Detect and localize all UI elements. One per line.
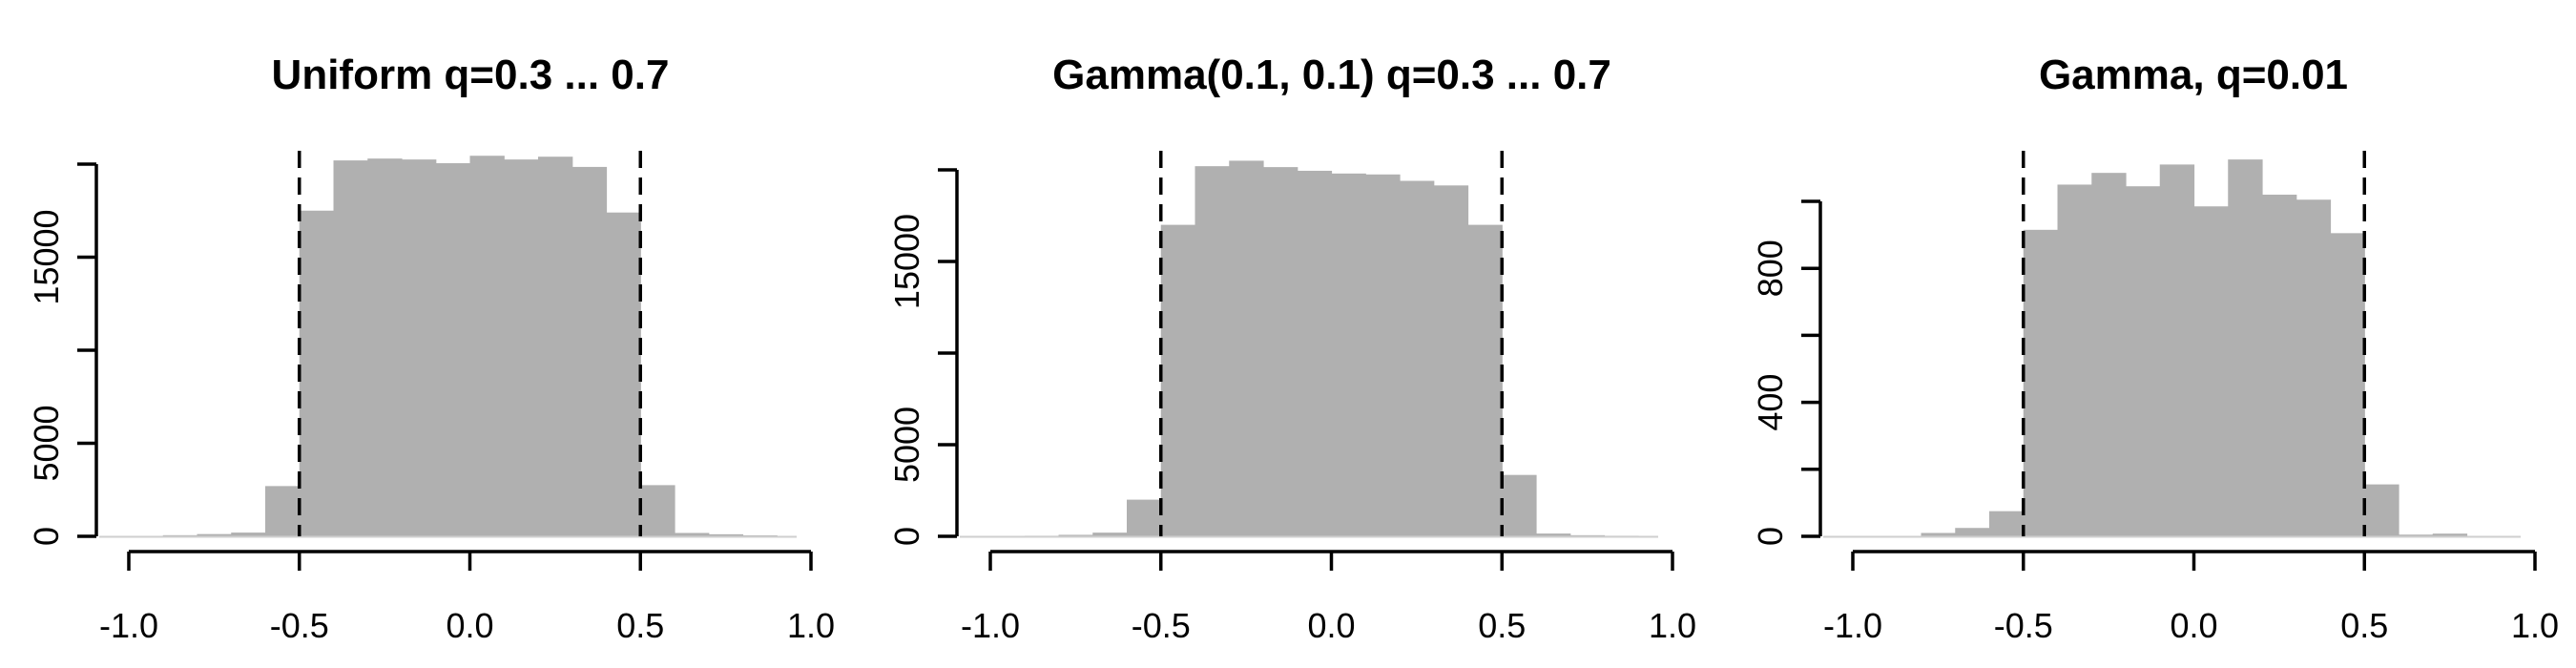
histogram-bar — [2091, 173, 2127, 537]
histogram-bar — [1331, 173, 1366, 536]
x-tick-label: 0.0 — [446, 606, 493, 645]
histogram-bar — [1263, 167, 1298, 536]
histogram-bar — [1502, 474, 1537, 536]
x-tick-label: 0.0 — [2170, 606, 2217, 645]
chart-title: Gamma, q=0.01 — [2039, 52, 2348, 98]
histogram-bar — [2023, 229, 2059, 536]
x-tick-label: 1.0 — [2511, 606, 2559, 645]
histogram-bar — [571, 166, 608, 537]
y-tick-label: 0 — [887, 527, 926, 546]
histogram-bar — [504, 159, 539, 537]
histogram-bar — [2126, 186, 2161, 536]
histogram-bar — [1569, 534, 1606, 536]
histogram-bar — [197, 533, 232, 536]
histogram-bar — [299, 210, 335, 536]
histogram-bar — [2399, 534, 2434, 536]
histogram-bar — [1365, 174, 1401, 537]
x-tick-label: 0.5 — [1478, 606, 1526, 645]
histogram-bar — [2262, 194, 2297, 537]
x-tick-label: -0.5 — [1132, 606, 1191, 645]
histogram-bar — [606, 212, 641, 536]
histogram-bar — [640, 485, 675, 537]
y-tick-label: 15000 — [887, 214, 926, 309]
x-tick-label: -1.0 — [1823, 606, 1882, 645]
histogram-bar — [1127, 499, 1162, 536]
x-tick-label: 0.0 — [1307, 606, 1355, 645]
x-tick-label: 0.5 — [2340, 606, 2388, 645]
histogram-bar — [1160, 224, 1196, 536]
histogram-bar — [2193, 206, 2229, 536]
histogram-bar — [2228, 159, 2263, 537]
histogram-bar — [367, 158, 403, 536]
histogram-panel-3: Gamma, q=0.01 -1.0 -0.5 0.0 0.5 1.0 0 400 800 — [1751, 52, 2559, 645]
y-tick-label: 800 — [1751, 240, 1790, 297]
histogram-bar — [2159, 164, 2195, 536]
histogram-bar — [2057, 184, 2092, 536]
x-tick-label: -0.5 — [270, 606, 329, 645]
histogram-bar — [162, 534, 198, 536]
histogram-bar — [2364, 484, 2399, 536]
y-tick-label: 400 — [1751, 374, 1790, 431]
x-tick-label: -1.0 — [961, 606, 1020, 645]
y-tick-label: 0 — [1751, 527, 1790, 546]
histogram-bar — [1058, 534, 1093, 536]
histogram-bar — [1467, 224, 1503, 536]
histogram-bar — [435, 163, 471, 536]
histogram-bar — [2330, 233, 2365, 536]
histogram-bar — [469, 156, 505, 537]
y-tick-label: 5000 — [27, 405, 66, 481]
histogram-bar — [2296, 199, 2332, 536]
x-tick-label: 0.5 — [616, 606, 664, 645]
histogram-bar — [231, 532, 266, 536]
y-tick-label: 5000 — [887, 407, 926, 483]
chart-title: Uniform q=0.3 ... 0.7 — [272, 52, 670, 98]
histogram-bar — [1229, 160, 1264, 536]
histogram-bar — [333, 160, 368, 536]
histogram-bar — [1400, 180, 1435, 536]
histogram-bar — [1433, 185, 1469, 536]
histogram-bar — [1921, 532, 1956, 536]
y-tick-label: 15000 — [27, 209, 66, 304]
histogram-bar — [708, 533, 744, 536]
x-tick-label: 1.0 — [787, 606, 835, 645]
histogram-bar — [1989, 511, 2025, 536]
histogram-bar — [402, 159, 437, 537]
chart-title: Gamma(0.1, 0.1) q=0.3 ... 0.7 — [1052, 52, 1611, 98]
histogram-bar — [265, 486, 301, 536]
histogram-bar — [538, 157, 573, 536]
y-tick-label: 0 — [27, 527, 66, 546]
histogram-bar — [1297, 170, 1333, 536]
histogram-bar — [2432, 533, 2468, 536]
histogram-panel-1: Uniform q=0.3 ... 0.7 -1.0 -0.5 0.0 0.5 1.0 0 5… — [27, 52, 835, 645]
histogram-bar — [1536, 533, 1571, 536]
histogram-bar — [1195, 166, 1230, 536]
x-tick-label: 1.0 — [1649, 606, 1696, 645]
histogram-bar — [675, 532, 710, 536]
histogram-panel-2: Gamma(0.1, 0.1) q=0.3 ... 0.7 -1.0 -0.5 0.0… — [887, 52, 1696, 645]
histogram-bar — [1955, 528, 1990, 536]
x-tick-label: -1.0 — [99, 606, 158, 645]
x-tick-label: -0.5 — [1994, 606, 2053, 645]
histogram-bar — [1092, 532, 1128, 536]
